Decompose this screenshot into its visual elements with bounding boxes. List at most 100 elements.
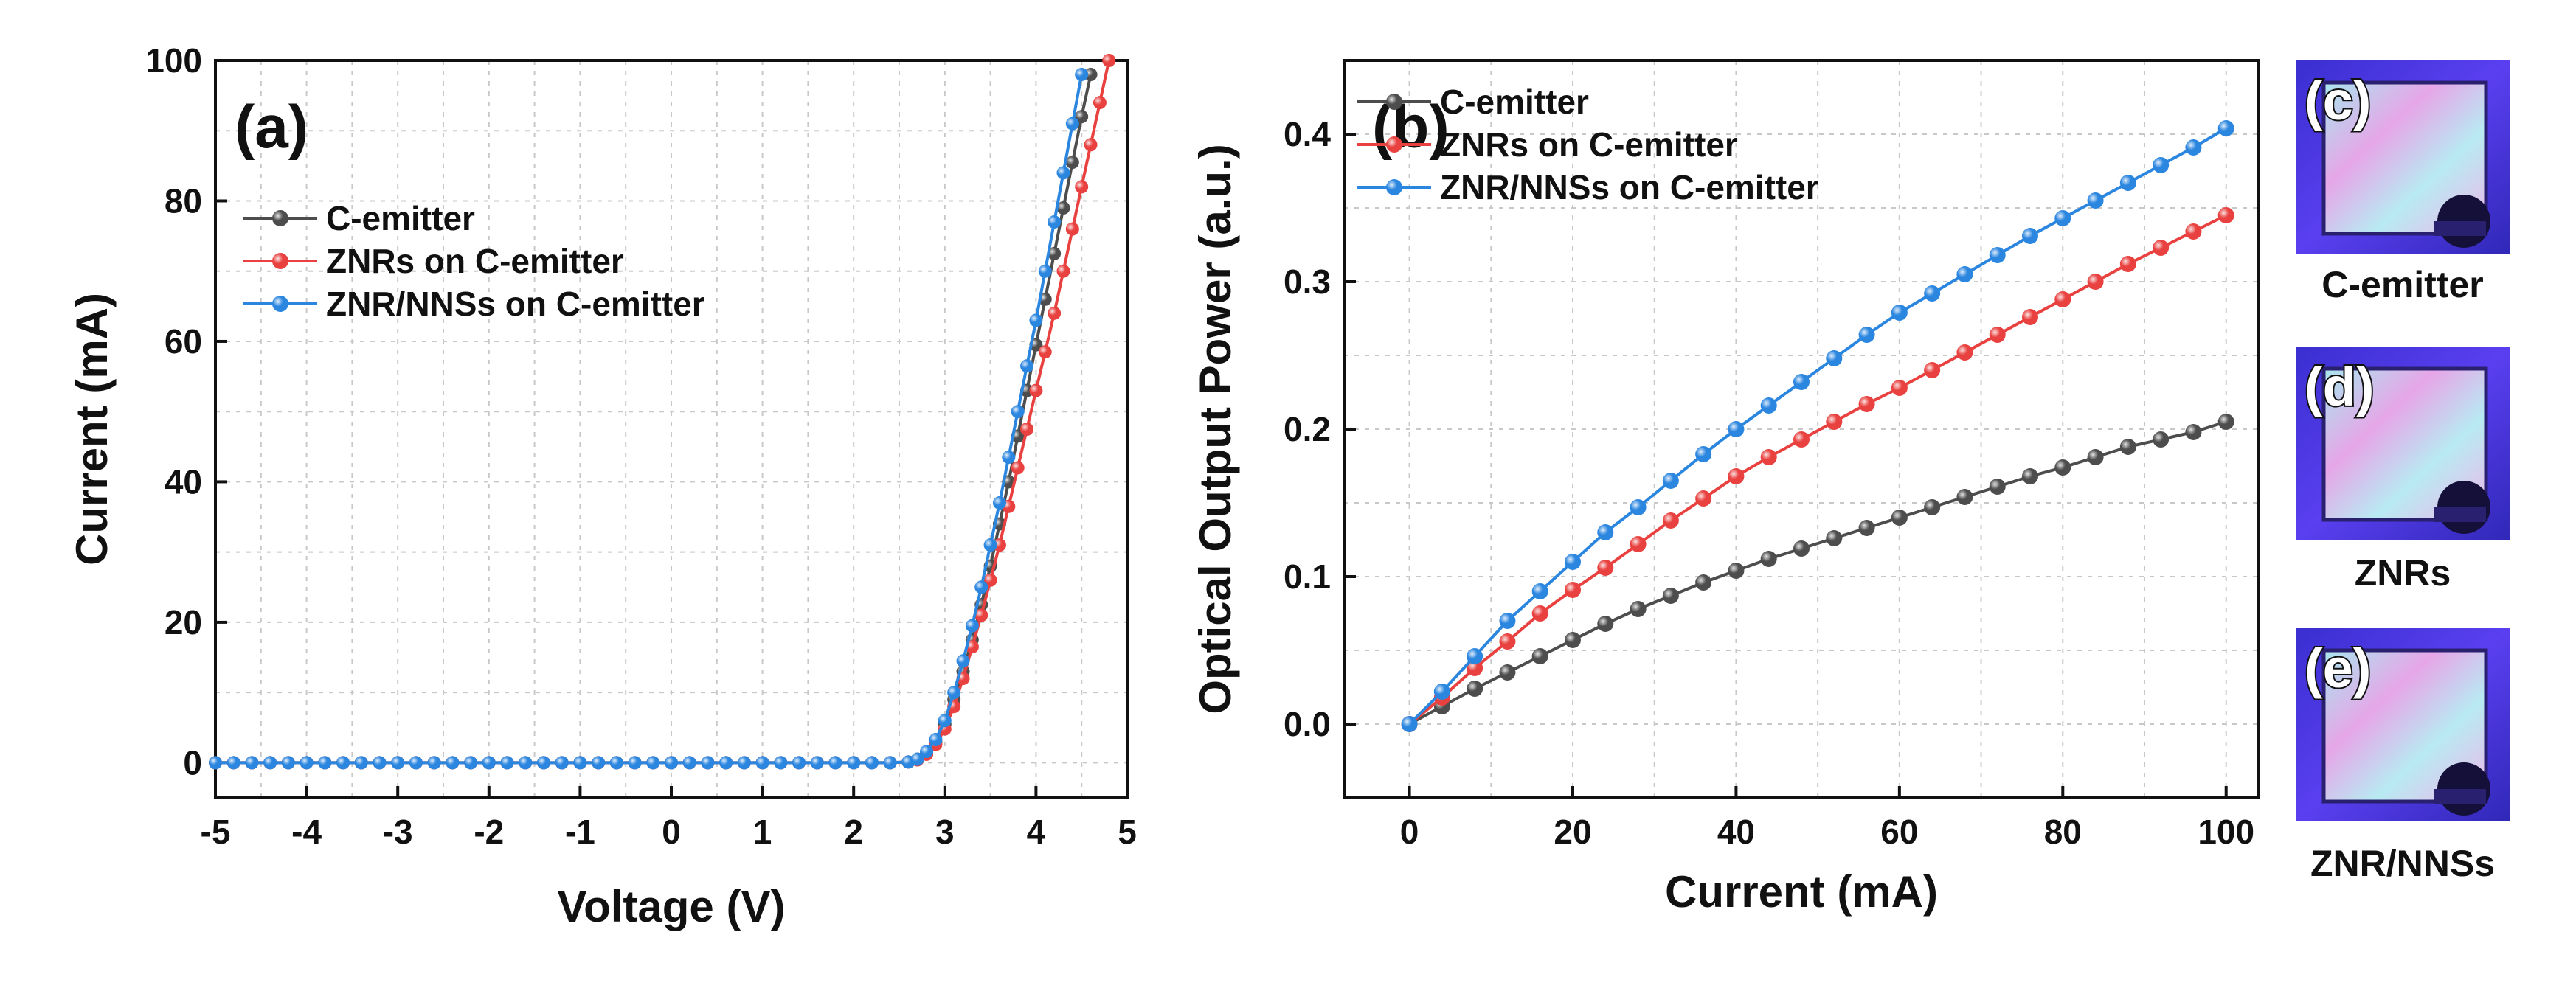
panel-a-plot-frame: [214, 59, 1129, 799]
panel-a-grid: [215, 60, 1127, 798]
data-point-highlight: [774, 756, 788, 770]
data-point-highlight: [1858, 327, 1875, 343]
legend-marker-highlight-2: [272, 296, 288, 312]
data-point-highlight: [1760, 397, 1777, 414]
data-point-highlight: [1695, 446, 1712, 462]
data-point-highlight: [354, 756, 368, 770]
y-tick-label: 40: [165, 462, 202, 501]
x-tick-label: -1: [565, 813, 595, 851]
data-point-highlight: [573, 756, 587, 770]
data-point-highlight: [336, 756, 350, 770]
data-point-highlight: [2119, 256, 2136, 272]
data-point-highlight: [263, 756, 277, 770]
x-tick-label: 40: [1717, 813, 1755, 851]
y-tick-label: 0.3: [1284, 262, 1331, 301]
data-point-highlight: [2153, 431, 2170, 448]
data-point-highlight: [2087, 449, 2104, 465]
y-tick-label: 0: [183, 743, 202, 782]
data-point-highlight: [1020, 423, 1034, 436]
data-point-highlight: [2022, 468, 2038, 484]
data-point-highlight: [446, 756, 460, 770]
data-point-highlight: [828, 756, 842, 770]
data-point-highlight: [974, 580, 988, 594]
x-tick-label: 0: [662, 813, 681, 851]
data-point-highlight: [1662, 512, 1679, 529]
data-point-highlight: [1662, 473, 1679, 489]
data-point-highlight: [1531, 648, 1548, 664]
data-point-highlight: [792, 756, 806, 770]
data-point-highlight: [1056, 201, 1070, 215]
data-point-highlight: [281, 756, 295, 770]
data-point-highlight: [2054, 210, 2071, 226]
data-point-highlight: [1048, 215, 1062, 229]
data-point-highlight: [1102, 54, 1116, 67]
data-point-highlight: [226, 756, 240, 770]
panel-a-ticks: -5 -4 -3 -2 -1 0 1 2 3 4 5 0 20 40 60 80 100: [145, 41, 1137, 851]
x-tick-label: 100: [2198, 813, 2254, 851]
data-point-highlight: [1002, 451, 1016, 465]
data-point-highlight: [1989, 247, 2006, 263]
data-point-highlight: [1760, 551, 1777, 567]
x-tick-label: -4: [291, 813, 322, 851]
data-point-highlight: [1695, 490, 1712, 507]
data-point-highlight: [2022, 309, 2038, 325]
series-line-2: [215, 74, 1084, 765]
legend-label-1: ZNRs on C-emitter: [1440, 125, 1738, 164]
panel-b-series: [1401, 120, 2234, 732]
data-point-highlight: [464, 756, 478, 770]
data-point-highlight: [1075, 68, 1089, 82]
x-tick-label: 60: [1880, 813, 1918, 851]
photo-d-caption: ZNRs: [2355, 552, 2451, 594]
data-point-highlight: [500, 756, 514, 770]
legend-label-2: ZNR/NNSs on C-emitter: [1440, 168, 1819, 206]
data-point-highlight: [1826, 530, 1843, 546]
data-point-highlight: [929, 732, 943, 746]
data-point-highlight: [1891, 305, 1908, 321]
data-point-highlight: [1760, 449, 1777, 465]
x-tick-label: 4: [1027, 813, 1046, 851]
y-tick-label: 100: [145, 41, 202, 80]
data-point-highlight: [1075, 180, 1089, 194]
data-point-highlight: [1597, 616, 1614, 632]
data-point-highlight: [947, 686, 961, 700]
panel-b-ticks: 0 20 40 60 80 100 0.0 0.1 0.2 0.3 0.4: [1284, 115, 2254, 851]
data-point-highlight: [2217, 207, 2234, 223]
data-point-highlight: [938, 714, 952, 728]
data-point-highlight: [1728, 468, 1745, 484]
data-point-highlight: [318, 756, 332, 770]
photo-e-label: (e): [2305, 638, 2371, 699]
data-point-highlight: [1093, 96, 1107, 110]
data-point-highlight: [1793, 374, 1810, 390]
data-point-highlight: [1075, 110, 1089, 124]
data-point-highlight: [1499, 664, 1516, 681]
panel-b-output-power: 0 20 40 60 80 100 0.0 0.1 0.2 0.3 0.4 (b) C-emitte…: [1191, 59, 2260, 917]
data-point-highlight: [983, 573, 997, 587]
data-point-highlight: [2217, 120, 2234, 136]
data-point-highlight: [2054, 291, 2071, 307]
x-tick-label: -2: [474, 813, 504, 851]
panel-a-xlabel: Voltage (V): [558, 882, 786, 931]
data-point-highlight: [482, 756, 496, 770]
data-point-highlight: [1565, 554, 1581, 570]
x-tick-label: -3: [383, 813, 413, 851]
data-point-highlight: [1956, 266, 1973, 282]
data-point-highlight: [1565, 632, 1581, 648]
data-point-highlight: [1056, 166, 1070, 180]
data-point-highlight: [1858, 520, 1875, 536]
data-point-highlight: [1065, 222, 1079, 236]
data-point-highlight: [1499, 613, 1516, 629]
data-point-highlight: [1597, 524, 1614, 540]
data-point-highlight: [737, 756, 751, 770]
data-point-highlight: [1433, 684, 1450, 700]
data-point-highlight: [245, 756, 259, 770]
data-point-highlight: [865, 756, 879, 770]
data-point-highlight: [1467, 681, 1483, 697]
data-point-highlight: [682, 756, 696, 770]
data-point-highlight: [300, 756, 314, 770]
data-point-highlight: [1956, 344, 1973, 361]
legend-marker-highlight-2: [1386, 179, 1402, 195]
legend-marker-highlight-0: [272, 210, 288, 226]
data-point-highlight: [592, 756, 606, 770]
data-point-highlight: [2185, 223, 2202, 240]
